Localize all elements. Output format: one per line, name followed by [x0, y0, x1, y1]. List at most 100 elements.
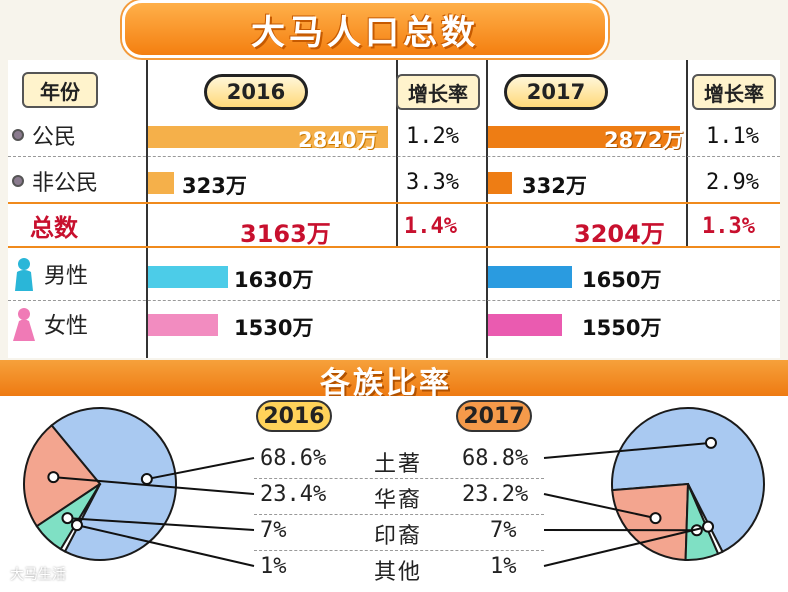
- page-title: 大马人口总数: [251, 12, 479, 53]
- leader-2017-other-dot: [702, 520, 715, 533]
- row-label-female: 女性: [12, 306, 88, 342]
- ethnic-section-title: 各族比率: [320, 366, 452, 401]
- bullet-icon: [12, 175, 24, 187]
- divider: [8, 202, 780, 204]
- ethnic-table: 68.6% 土著 68.8% 23.4% 华裔 23.2% 7% 印裔 7% 1…: [254, 442, 544, 586]
- year-2016-pill: 2016: [204, 74, 308, 110]
- growth-header-2016: 增长率: [396, 74, 480, 110]
- value-2016-citizen: 2840万: [298, 128, 378, 152]
- row-label-text: 公民: [32, 125, 77, 150]
- pie-slice-other: [59, 483, 101, 553]
- value-2017-noncitizen: 332万: [522, 174, 587, 198]
- value-2016-total: 3163万: [240, 220, 331, 248]
- ethnic-year-2017-label: 2017: [463, 403, 525, 429]
- ethnic-pies: [23, 407, 765, 567]
- ethnic-name: 土著: [374, 452, 423, 477]
- growth-header-label: 增长率: [408, 81, 468, 106]
- bar-2016-male: [148, 266, 228, 288]
- growth-2017-total: 1.3%: [702, 214, 755, 239]
- row-label-text: 男性: [44, 264, 89, 289]
- leader-2016-indian-dot: [61, 512, 74, 525]
- divider: [396, 60, 398, 248]
- leader-2016-other: [76, 524, 255, 567]
- bullet-icon: [12, 129, 24, 141]
- ethnic-year-2016-pill: 2016: [256, 400, 332, 432]
- ethnic-year-2016-label: 2016: [263, 403, 325, 429]
- ethnic-name: 华裔: [374, 488, 423, 513]
- pct-2017-indian: 7%: [490, 518, 517, 543]
- ethnic-year-2017-pill: 2017: [456, 400, 532, 432]
- ethnic-section-header: 各族比率: [0, 360, 788, 401]
- leader-2016-other-dot: [70, 519, 83, 532]
- value-2016-male: 1630万: [234, 268, 314, 292]
- row-label-text: 非公民: [32, 171, 99, 196]
- pct-2017-other: 1%: [490, 554, 517, 579]
- row-label-text: 总数: [30, 213, 78, 242]
- population-table: 年份 2016 2017 增长率 增长率 公民 非公民 总数: [8, 60, 780, 358]
- divider: [486, 60, 488, 358]
- pie-slice-bumiputera: [611, 407, 765, 554]
- growth-2016-total: 1.4%: [404, 214, 457, 239]
- growth-2017-citizen: 1.1%: [706, 124, 759, 149]
- leader-lines: [47, 436, 717, 567]
- leader-2017-other: [543, 525, 709, 567]
- value-2016-noncitizen: 323万: [182, 174, 247, 198]
- divider: [8, 300, 780, 301]
- row-label-text: 女性: [44, 314, 89, 339]
- leader-2016-indian: [67, 517, 255, 531]
- pie-2017: [611, 407, 765, 561]
- year-2017-label: 2017: [526, 80, 586, 104]
- growth-2016-noncitizen: 3.3%: [406, 170, 459, 195]
- bar-2016-citizen: [148, 126, 388, 148]
- divider: [8, 156, 780, 157]
- bar-2017-male: [488, 266, 572, 288]
- female-icon: [13, 308, 35, 341]
- leader-2017-chinese: [543, 493, 656, 520]
- male-icon: [15, 258, 33, 291]
- year-header-label: 年份: [40, 79, 80, 104]
- year-2016-label: 2016: [226, 80, 286, 104]
- title-banner: 大马人口总数: [122, 0, 608, 58]
- value-2016-female: 1530万: [234, 316, 314, 340]
- year-2017-pill: 2017: [504, 74, 608, 110]
- ethnic-name: 其他: [374, 560, 423, 585]
- bar-2017-female: [488, 314, 562, 336]
- divider: [146, 60, 148, 358]
- value-2017-female: 1550万: [582, 316, 662, 340]
- pct-2016-chinese: 23.4%: [260, 482, 327, 507]
- growth-header-2017: 增长率: [692, 74, 776, 110]
- bar-2017-citizen: [488, 126, 680, 148]
- leader-2017-bumiputera-dot: [704, 436, 717, 449]
- divider: [254, 550, 544, 551]
- leader-2016-bumiputera-dot: [140, 473, 153, 486]
- leader-2016-bumiputera: [146, 457, 255, 481]
- watermark: 大马生活: [10, 564, 66, 584]
- row-label-citizen: 公民: [12, 120, 76, 150]
- bar-2016-noncitizen: [148, 172, 174, 194]
- row-label-male: 男性: [12, 256, 88, 292]
- pct-2016-other: 1%: [260, 554, 287, 579]
- pie-slice-chinese: [23, 423, 102, 528]
- pie-slice-other: [687, 483, 724, 556]
- divider: [686, 60, 688, 248]
- pct-2017-chinese: 23.2%: [462, 482, 529, 507]
- divider: [8, 246, 780, 248]
- growth-2017-noncitizen: 2.9%: [706, 170, 759, 195]
- ethnic-name: 印裔: [374, 524, 423, 549]
- leader-2017-bumiputera: [543, 441, 712, 459]
- divider: [254, 514, 544, 515]
- row-label-total: 总数: [30, 210, 78, 242]
- watermark-text: 大马生活: [10, 567, 66, 583]
- bar-2016-female: [148, 314, 218, 336]
- divider: [254, 478, 544, 479]
- pie-slice-chinese: [611, 482, 690, 561]
- bar-2017-noncitizen: [488, 172, 512, 194]
- row-label-noncitizen: 非公民: [12, 166, 98, 196]
- pct-2016-indian: 7%: [260, 518, 287, 543]
- pct-2017-bumiputera: 68.8%: [462, 446, 529, 471]
- leader-2017-chinese-dot: [649, 512, 662, 525]
- value-2017-total: 3204万: [574, 220, 665, 248]
- pie-slice-bumiputera: [50, 407, 177, 561]
- leader-2016-chinese: [53, 476, 255, 495]
